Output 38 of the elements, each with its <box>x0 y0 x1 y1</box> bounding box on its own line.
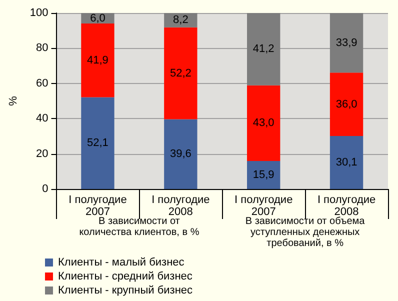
data-label: 41,9 <box>87 54 108 66</box>
y-tick-label: 80 <box>36 42 48 54</box>
data-label: 52,2 <box>170 67 192 80</box>
data-label: 30,1 <box>336 156 358 169</box>
bar <box>247 161 280 189</box>
data-label: 43,0 <box>252 117 274 130</box>
legend-label: Клиенты - крупный бизнес <box>58 284 194 296</box>
bar <box>247 85 280 162</box>
bar <box>164 27 198 120</box>
bar <box>330 72 364 136</box>
x-tick-label: I полугодие 2008 <box>317 194 376 218</box>
x-tick-label: I полугодие 2007 <box>68 194 127 218</box>
legend-label: Клиенты - средний бизнес <box>58 270 193 282</box>
data-label: 41,2 <box>252 43 274 56</box>
y-tick-label: 0 <box>42 183 48 195</box>
text: В зависимости от количества клиентов, в % <box>79 216 200 238</box>
data-label: 33,9 <box>336 36 358 49</box>
data-label: 39,6 <box>170 148 192 160</box>
data-label: 36,0 <box>336 98 358 110</box>
bar <box>81 97 114 189</box>
data-label: 15,9 <box>252 169 274 182</box>
y-axis-title: % <box>8 96 20 106</box>
bar <box>330 13 364 73</box>
data-label: 52,1 <box>87 137 108 150</box>
x-tick-label: I полугодие 2007 <box>234 194 293 218</box>
bar <box>330 136 364 189</box>
bar <box>164 119 198 189</box>
y-tick-label: 60 <box>36 77 48 90</box>
y-tick-label: 40 <box>36 112 48 125</box>
data-label: 6,0 <box>90 12 106 24</box>
y-tick-label: 100 <box>30 7 48 19</box>
bar <box>247 13 280 86</box>
x-tick-label: I полугодие 2008 <box>152 194 210 218</box>
data-label: 8,2 <box>173 14 188 26</box>
legend-label: Клиенты - малый бизнес <box>58 256 185 268</box>
bar <box>81 24 114 98</box>
text: В зависимости от объема уступленных денежных требований, в % <box>245 216 366 249</box>
y-tick-label: 20 <box>36 148 48 160</box>
